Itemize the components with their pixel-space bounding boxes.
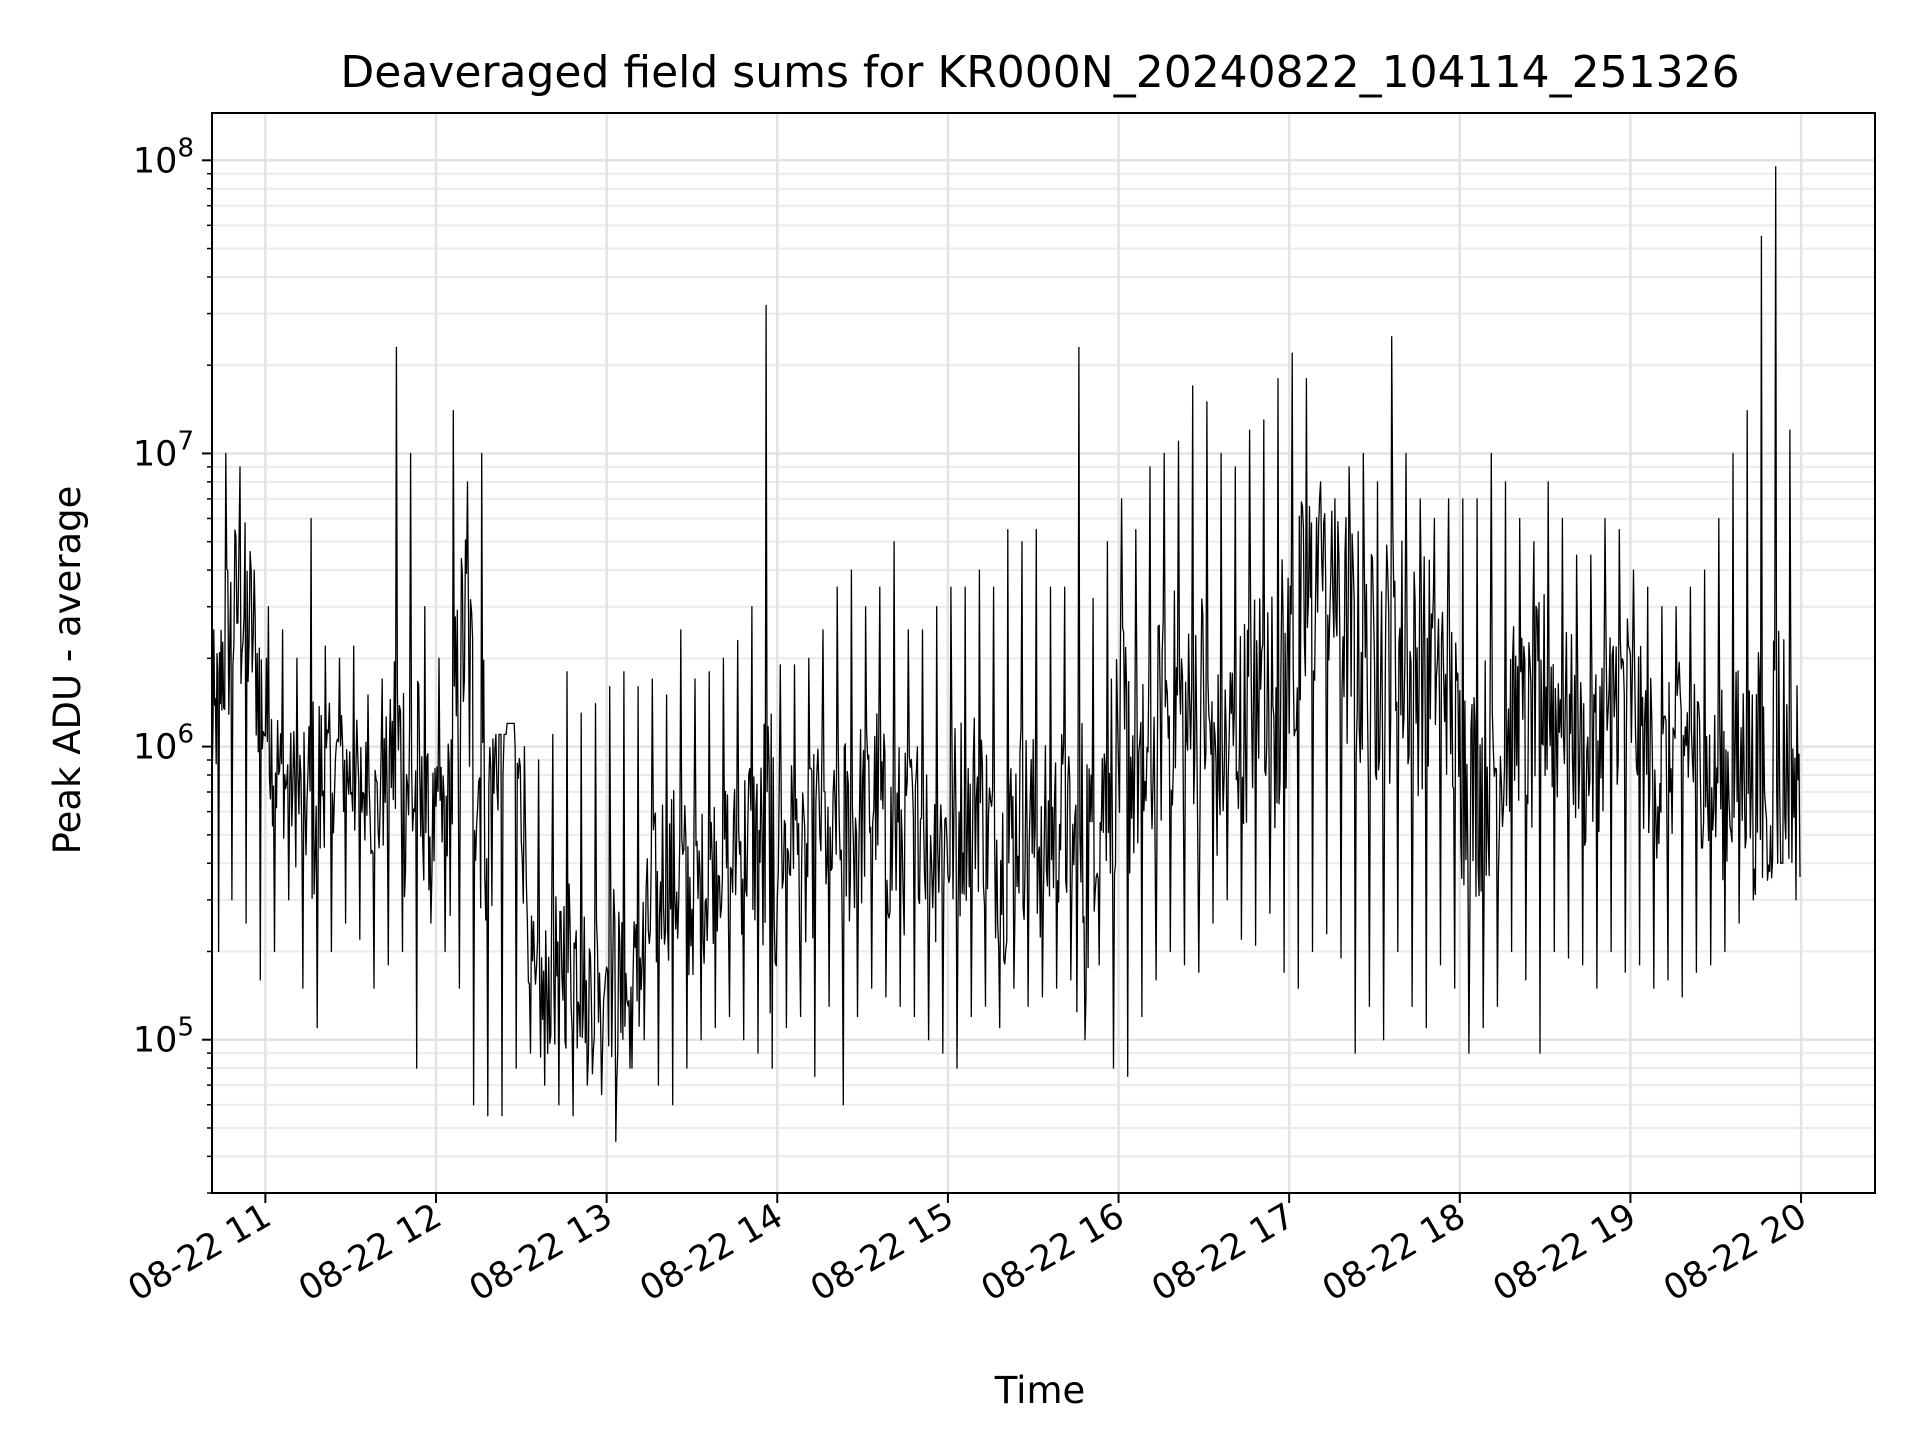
- y-tick-label: 107: [133, 426, 194, 474]
- series-path: [212, 166, 1801, 1143]
- plot-frame: [211, 112, 1876, 1194]
- y-axis: 105 106 107 108: [133, 133, 212, 1194]
- series-line: [212, 166, 1801, 1143]
- y-axis-label: Peak ADU - average: [46, 486, 89, 855]
- chart-title: Deaveraged field sums for KR000N_2024082…: [340, 47, 1739, 98]
- y-tick-label: 108: [133, 133, 194, 181]
- y-tick-label: 106: [133, 720, 194, 768]
- y-tick-label: 105: [133, 1013, 194, 1061]
- x-axis-label: Time: [994, 1369, 1086, 1412]
